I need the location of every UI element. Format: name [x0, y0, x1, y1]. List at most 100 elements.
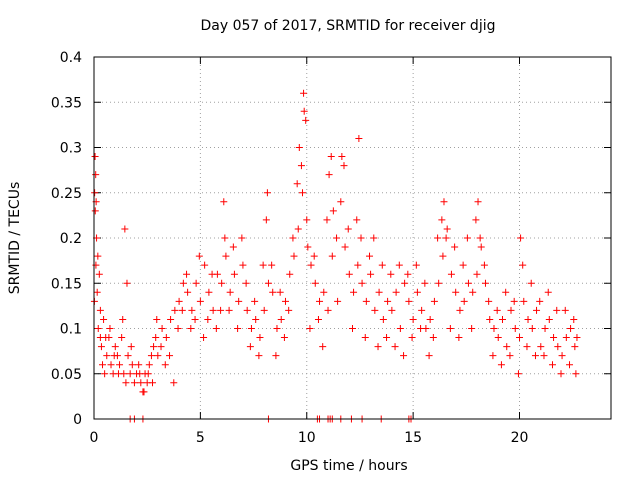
data-point — [303, 216, 311, 224]
data-point — [540, 352, 548, 360]
data-point — [387, 270, 395, 278]
data-point — [378, 261, 386, 269]
data-point — [425, 352, 433, 360]
data-point — [375, 288, 383, 296]
data-point — [102, 334, 110, 342]
data-point — [571, 343, 579, 351]
data-point — [150, 343, 158, 351]
data-point — [345, 270, 353, 278]
data-point — [366, 252, 374, 260]
data-point — [349, 325, 356, 332]
data-point — [429, 334, 437, 342]
data-point — [446, 325, 454, 332]
data-point — [101, 370, 109, 378]
data-point — [238, 234, 246, 242]
data-point — [337, 198, 345, 206]
data-point — [226, 288, 234, 296]
data-point — [439, 252, 447, 260]
data-point — [404, 270, 412, 278]
data-point — [362, 297, 370, 305]
data-point — [302, 116, 310, 124]
x-tick-label: 15 — [404, 430, 422, 446]
data-point — [243, 306, 251, 314]
data-point — [281, 297, 289, 305]
data-point — [269, 288, 277, 296]
data-point — [149, 379, 157, 387]
x-axis-label: GPS time / hours — [290, 458, 407, 474]
y-tick-label: 0.1 — [60, 322, 82, 338]
data-point — [548, 361, 556, 369]
data-point — [480, 261, 488, 269]
data-point — [285, 306, 293, 314]
data-point — [259, 261, 267, 269]
data-point — [179, 279, 187, 287]
data-point — [175, 297, 183, 305]
data-point — [99, 361, 107, 369]
data-point — [463, 234, 471, 242]
data-point — [135, 361, 143, 369]
data-point — [409, 315, 417, 323]
x-tick-label: 0 — [90, 430, 99, 446]
data-point — [107, 361, 115, 369]
data-point — [413, 288, 421, 296]
data-point — [473, 270, 481, 278]
data-point — [218, 279, 226, 287]
data-point — [222, 252, 230, 260]
data-point — [97, 343, 105, 351]
data-point — [361, 334, 369, 342]
data-point — [570, 315, 578, 323]
data-point — [476, 234, 484, 242]
data-point — [126, 370, 134, 378]
data-point — [192, 279, 200, 287]
data-point — [557, 370, 565, 378]
data-point — [196, 297, 204, 305]
data-point — [371, 306, 379, 314]
data-point — [460, 297, 468, 305]
data-point — [260, 306, 268, 314]
data-point — [263, 189, 271, 197]
data-point — [152, 334, 160, 342]
data-point — [469, 288, 477, 296]
data-point — [154, 352, 162, 360]
y-tick-label: 0.15 — [51, 276, 82, 292]
data-point — [485, 297, 493, 305]
data-point — [162, 334, 170, 342]
data-point — [353, 216, 361, 224]
data-point — [320, 288, 328, 296]
data-point — [438, 216, 446, 224]
data-point — [277, 315, 285, 323]
data-point — [558, 352, 566, 360]
data-point — [443, 225, 451, 233]
x-tick-label: 10 — [298, 430, 316, 446]
data-point — [506, 352, 514, 360]
data-point — [294, 225, 302, 233]
data-point — [486, 315, 494, 323]
data-point — [212, 325, 220, 332]
data-point — [264, 279, 272, 287]
data-point — [408, 334, 416, 342]
data-point — [561, 306, 569, 314]
data-point — [92, 261, 100, 269]
data-point — [96, 306, 104, 314]
data-point — [511, 325, 519, 332]
data-point — [472, 216, 480, 224]
data-point — [474, 198, 482, 206]
data-point — [147, 352, 155, 360]
data-point — [255, 352, 263, 360]
data-point — [319, 343, 327, 351]
y-tick-label: 0.4 — [60, 50, 82, 66]
data-points — [90, 89, 581, 423]
data-point — [299, 189, 307, 197]
data-point — [272, 352, 280, 360]
data-point — [137, 379, 145, 387]
data-point — [225, 306, 233, 314]
data-point — [401, 279, 409, 287]
data-point — [103, 352, 111, 360]
data-point — [242, 279, 250, 287]
data-point — [184, 288, 192, 296]
data-point — [519, 261, 527, 269]
data-point — [537, 343, 545, 351]
data-point — [293, 180, 301, 188]
data-point — [167, 315, 175, 323]
